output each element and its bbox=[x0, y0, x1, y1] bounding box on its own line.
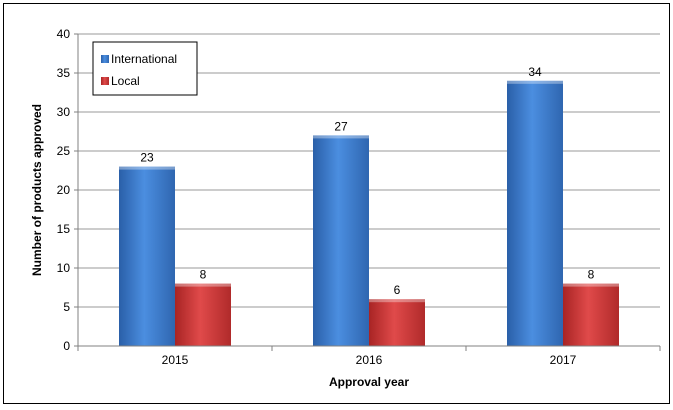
y-tick-label: 35 bbox=[57, 66, 71, 80]
y-tick-label: 25 bbox=[57, 144, 71, 158]
legend: International Local bbox=[92, 41, 198, 96]
x-tick-label: 2016 bbox=[356, 353, 383, 367]
data-label: 27 bbox=[334, 119, 348, 133]
bar-top-highlight bbox=[119, 166, 175, 170]
data-label: 34 bbox=[528, 65, 542, 79]
chart-frame: 0 5 10 15 20 25 30 35 40 23 8 27 6 34 8 2015 2016 2017 … bbox=[3, 3, 670, 404]
y-tick-label: 20 bbox=[57, 183, 71, 197]
bars bbox=[119, 80, 619, 347]
bar-local-2015 bbox=[175, 283, 231, 346]
bar-top-highlight bbox=[175, 283, 231, 287]
x-tick-label: 2015 bbox=[162, 353, 189, 367]
data-label: 8 bbox=[588, 268, 595, 282]
y-tick-label: 10 bbox=[57, 261, 71, 275]
x-axis-ticks: 2015 2016 2017 bbox=[77, 346, 661, 367]
bar-international-2016 bbox=[313, 135, 369, 346]
bar-international-2015 bbox=[119, 166, 175, 346]
legend-label-local: Local bbox=[111, 74, 140, 88]
x-tick-label: 2017 bbox=[550, 353, 577, 367]
legend-swatch-international bbox=[101, 55, 109, 63]
bar-top-highlight bbox=[563, 283, 619, 287]
data-label: 6 bbox=[394, 283, 401, 297]
legend-swatch-local bbox=[101, 77, 109, 85]
data-label: 23 bbox=[140, 151, 154, 165]
bar-top-highlight bbox=[313, 135, 369, 139]
legend-box bbox=[92, 41, 198, 96]
y-tick-label: 40 bbox=[57, 27, 71, 41]
y-axis-title: Number of products approved bbox=[30, 104, 44, 276]
bar-local-2017 bbox=[563, 283, 619, 346]
bar-top-highlight bbox=[369, 299, 425, 303]
x-axis-title: Approval year bbox=[329, 375, 409, 389]
bar-international-2017 bbox=[507, 80, 563, 347]
y-tick-label: 5 bbox=[63, 300, 70, 314]
y-tick-label: 0 bbox=[63, 339, 70, 353]
data-label: 8 bbox=[200, 268, 207, 282]
bar-local-2016 bbox=[369, 299, 425, 346]
bar-top-highlight bbox=[507, 80, 563, 84]
y-tick-label: 15 bbox=[57, 222, 71, 236]
legend-label-international: International bbox=[111, 52, 177, 66]
y-axis-ticks: 0 5 10 15 20 25 30 35 40 bbox=[57, 27, 78, 353]
data-labels: 23 8 27 6 34 8 bbox=[140, 65, 594, 297]
y-tick-label: 30 bbox=[57, 105, 71, 119]
